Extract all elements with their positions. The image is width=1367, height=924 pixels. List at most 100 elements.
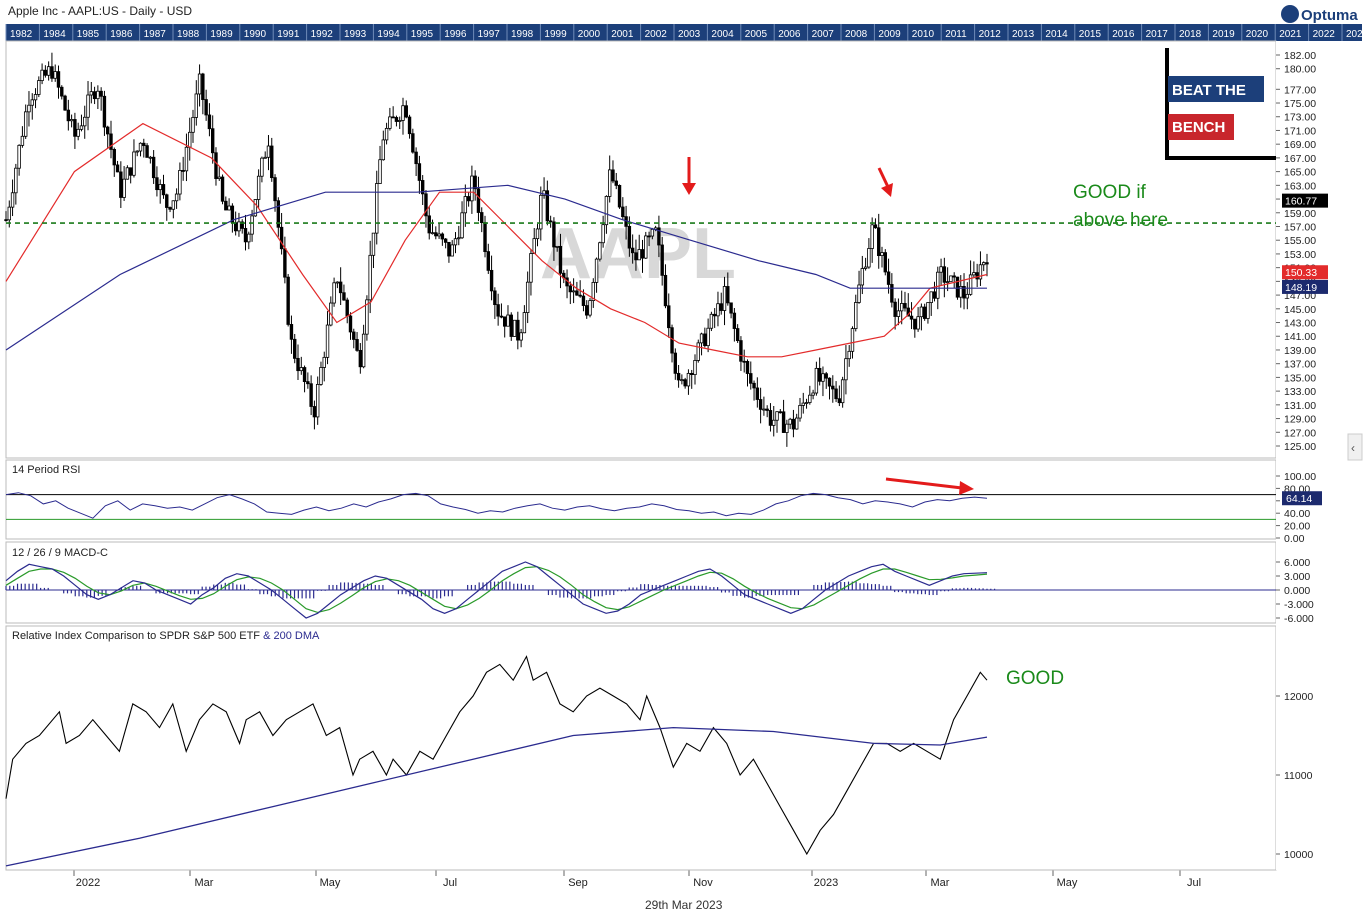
candle-body — [683, 379, 687, 387]
year-label: 2001 — [611, 29, 634, 40]
price-tick-label: 180.00 — [1284, 64, 1316, 76]
candle-body — [795, 417, 799, 430]
candle-body — [821, 373, 825, 382]
candle-body — [598, 242, 602, 260]
candle-body — [742, 360, 746, 363]
price-tick-label: 177.00 — [1284, 84, 1316, 96]
candle-body — [443, 238, 448, 243]
candle-body — [739, 340, 743, 362]
candle-body — [617, 184, 622, 208]
candle-body — [709, 313, 714, 329]
candle-body — [17, 144, 21, 169]
chevron-left-icon[interactable]: ‹ — [1351, 441, 1355, 455]
candle-body — [361, 333, 366, 368]
candle-body — [73, 119, 77, 137]
candle-body — [309, 383, 313, 407]
candle-body — [955, 276, 960, 298]
candle-body — [657, 227, 661, 246]
candle-body — [985, 262, 989, 265]
x-axis: 2022 Mar May Jul Sep Nov 2023 Mar May Jul — [6, 869, 1276, 889]
candle-body — [762, 408, 766, 411]
sma-blue-tag: 148.19 — [1285, 282, 1317, 294]
candle-body — [450, 244, 454, 257]
candle-body — [854, 302, 858, 329]
candle-body — [375, 183, 379, 234]
candle-body — [60, 86, 64, 97]
candle-body — [585, 305, 589, 316]
badge-frame — [1165, 48, 1276, 160]
candle-body — [283, 248, 287, 278]
candle-body — [621, 206, 625, 218]
candle-body — [270, 145, 274, 179]
candle-body — [352, 331, 356, 340]
candle-body — [903, 303, 907, 309]
candle-body — [96, 90, 100, 100]
candle-body — [201, 73, 205, 100]
ratio-tick-label: 10000 — [1284, 849, 1313, 861]
year-label: 1999 — [544, 29, 567, 40]
candle-body — [43, 69, 48, 76]
candle-body — [844, 358, 848, 381]
price-tick-label: 153.00 — [1284, 249, 1316, 261]
candle-body — [368, 254, 372, 301]
annotation-good-if-line2: above here — [1073, 210, 1168, 231]
candle-body — [952, 275, 956, 278]
candle-body — [293, 338, 297, 359]
year-label: 1991 — [277, 29, 300, 40]
sma-red-line — [5, 122, 988, 358]
year-label: 2003 — [678, 29, 701, 40]
candle-body — [355, 339, 359, 351]
candle-body — [342, 292, 346, 301]
year-label: 1984 — [43, 29, 66, 40]
candle-body — [306, 381, 310, 385]
candle-body — [92, 91, 97, 100]
side-panel-toggle[interactable]: ‹ — [1347, 433, 1363, 461]
candle-body — [184, 146, 189, 172]
logo-text: Optuma — [1301, 7, 1358, 24]
candle-body — [772, 419, 776, 426]
last-price-tag-bg — [1282, 193, 1328, 208]
price-tick-label: 145.00 — [1284, 304, 1316, 316]
candle-body — [83, 116, 87, 127]
optuma-logo: Optuma — [1281, 5, 1358, 24]
candle-body — [325, 324, 330, 358]
price-tick-label: 169.00 — [1284, 139, 1316, 151]
candle-body — [151, 156, 156, 179]
candle-body — [558, 245, 563, 274]
candle-body — [148, 156, 153, 159]
candle-body — [611, 169, 615, 182]
candle-body — [768, 410, 773, 426]
year-label: 1996 — [444, 29, 467, 40]
candle-body — [571, 290, 576, 293]
candle-body — [735, 328, 740, 341]
arrow-feb — [877, 167, 893, 197]
year-label: 2010 — [912, 29, 935, 40]
candle-body — [660, 244, 664, 276]
price-tick-label: 175.00 — [1284, 98, 1316, 110]
candle-body — [289, 324, 294, 340]
candle-body — [483, 222, 487, 253]
candle-body — [968, 274, 973, 295]
last-price-tag: 160.77 — [1285, 196, 1317, 208]
candle-body — [588, 300, 592, 316]
candle-body — [919, 306, 924, 318]
year-label: 2020 — [1246, 29, 1269, 40]
candle-body — [420, 180, 425, 195]
year-label: 2017 — [1146, 29, 1169, 40]
candle-body — [896, 310, 901, 317]
candle-body — [591, 281, 595, 301]
year-label: 2019 — [1212, 29, 1235, 40]
candle-body — [371, 232, 376, 256]
candle-body — [745, 361, 750, 374]
price-tick-label: 131.00 — [1284, 400, 1316, 412]
candle-body — [50, 66, 54, 79]
year-label: 2014 — [1045, 29, 1068, 40]
candle-body — [381, 139, 386, 161]
x-tick-label: May — [320, 877, 341, 889]
candle-body — [552, 221, 556, 248]
candle-body — [407, 116, 412, 135]
price-tick-label: 125.00 — [1284, 441, 1316, 453]
candle-body — [644, 235, 648, 259]
